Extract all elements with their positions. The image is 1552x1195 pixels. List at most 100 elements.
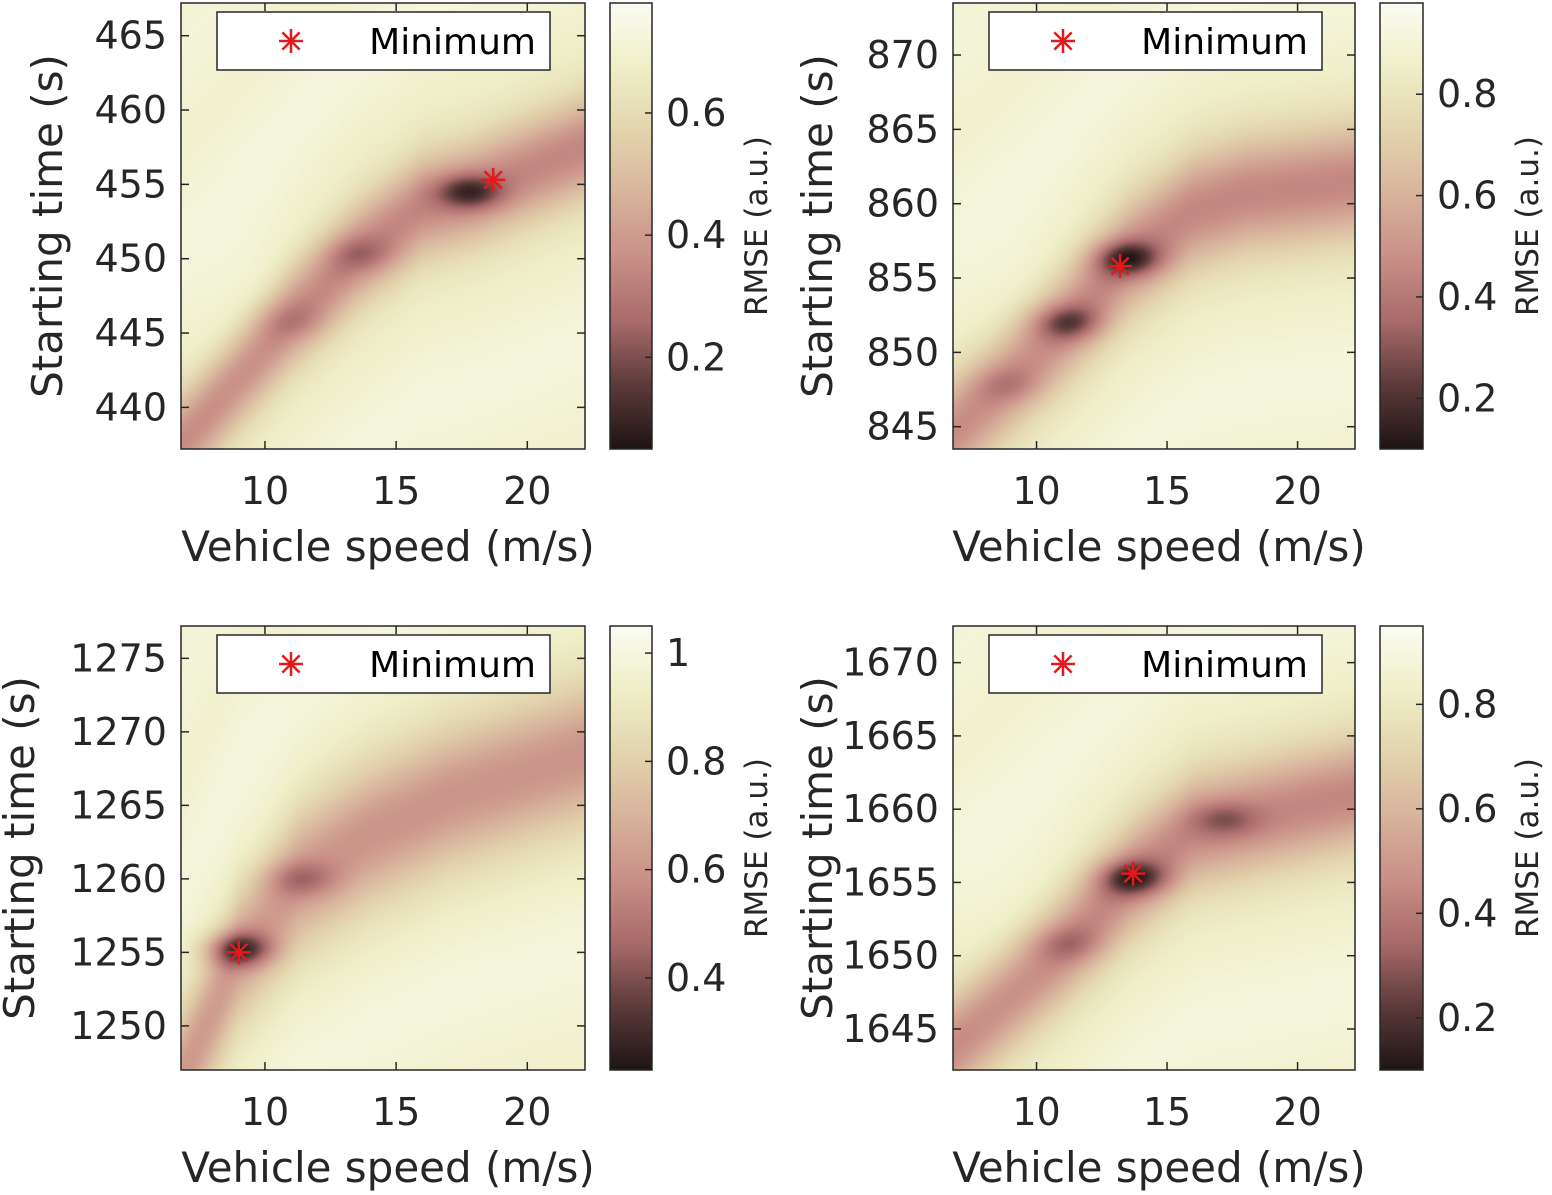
y-tick-label: 1265 bbox=[70, 783, 167, 827]
y-tick-label: 440 bbox=[94, 385, 167, 429]
y-tick-label: 445 bbox=[94, 311, 167, 355]
x-tick-label: 20 bbox=[503, 1090, 551, 1134]
y-tick-label: 1270 bbox=[70, 710, 167, 754]
minimum-marker bbox=[226, 940, 251, 965]
x-axis-label: Vehicle speed (m/s) bbox=[952, 1143, 1366, 1192]
minimum-marker bbox=[1108, 254, 1133, 279]
x-tick-label: 20 bbox=[503, 469, 551, 513]
colorbar-tick-label: 0.4 bbox=[666, 956, 726, 1000]
colorbar-gradient bbox=[609, 2, 653, 450]
legend-marker bbox=[279, 29, 303, 53]
x-axis-label: Vehicle speed (m/s) bbox=[181, 1143, 595, 1192]
colorbar-tick-label: 1 bbox=[666, 631, 690, 675]
heatmap-image bbox=[181, 3, 585, 449]
colorbar-label: RMSE (a.u.) bbox=[1510, 136, 1546, 316]
y-tick-label: 860 bbox=[866, 182, 939, 226]
y-tick-label: 460 bbox=[94, 88, 167, 132]
colorbar-tick-label: 0.4 bbox=[1437, 275, 1497, 319]
heatmap-image bbox=[181, 626, 585, 1070]
y-tick-label: 455 bbox=[94, 162, 167, 206]
x-tick-label: 10 bbox=[1012, 1090, 1060, 1134]
y-axis-label: Starting time (s) bbox=[793, 676, 842, 1020]
y-tick-label: 1655 bbox=[842, 860, 939, 904]
colorbar-tick-label: 0.6 bbox=[1437, 787, 1497, 831]
colorbar-label: RMSE (a.u.) bbox=[739, 758, 775, 938]
y-tick-label: 1255 bbox=[70, 930, 167, 974]
heatmap-image bbox=[953, 626, 1355, 1070]
y-tick-label: 1665 bbox=[842, 714, 939, 758]
legend-marker bbox=[1051, 29, 1075, 53]
x-tick-label: 10 bbox=[241, 1090, 289, 1134]
colorbar: 0.2 0.4 0.6 0.8 RMSE (a.u.) bbox=[1379, 2, 1546, 450]
y-tick-label: 1650 bbox=[842, 934, 939, 978]
axes-box bbox=[952, 625, 1356, 1071]
legend-box bbox=[216, 634, 551, 694]
x-axis-label: Vehicle speed (m/s) bbox=[181, 522, 595, 571]
y-axis-label: Starting time (s) bbox=[0, 676, 44, 1020]
legend: Minimum bbox=[216, 634, 551, 694]
legend: Minimum bbox=[216, 11, 551, 71]
colorbar-gradient bbox=[1379, 625, 1424, 1071]
x-tick-label: 15 bbox=[1143, 1090, 1191, 1134]
legend-box bbox=[988, 634, 1323, 694]
colorbar-tick-label: 0.4 bbox=[1437, 891, 1497, 935]
y-tick-label: 845 bbox=[866, 405, 939, 449]
legend-label: Minimum bbox=[369, 22, 536, 63]
x-tick-label: 15 bbox=[372, 469, 420, 513]
legend: Minimum bbox=[988, 634, 1323, 694]
colorbar-label: RMSE (a.u.) bbox=[739, 136, 775, 316]
y-tick-label: 855 bbox=[866, 256, 939, 300]
colorbar-tick-label: 0.8 bbox=[1437, 682, 1497, 726]
subplot-3: 10 15 20 1250 1255 1260 1265 1270 1275 Vehicle sp… bbox=[0, 625, 775, 1192]
legend-box bbox=[988, 11, 1323, 71]
colorbar: 0.2 0.4 0.6 RMSE (a.u.) bbox=[609, 2, 775, 450]
legend-box bbox=[216, 11, 551, 71]
x-axis-label: Vehicle speed (m/s) bbox=[952, 522, 1366, 571]
y-tick-label: 465 bbox=[94, 14, 167, 58]
legend-label: Minimum bbox=[1141, 645, 1308, 686]
y-tick-label: 1260 bbox=[70, 857, 167, 901]
legend-marker bbox=[279, 652, 303, 676]
x-tick-label: 20 bbox=[1273, 1090, 1321, 1134]
legend-label: Minimum bbox=[1141, 22, 1308, 63]
axes-box bbox=[180, 2, 586, 450]
colorbar-tick-label: 0.4 bbox=[666, 213, 726, 257]
minimum-marker bbox=[481, 167, 506, 192]
colorbar-gradient bbox=[1379, 2, 1424, 450]
subplot-4: 10 15 20 1645 1650 1655 1660 1665 1670 Vehicle sp… bbox=[793, 625, 1546, 1192]
colorbar: 0.2 0.4 0.6 0.8 RMSE (a.u.) bbox=[1379, 625, 1546, 1071]
colorbar-tick-label: 0.2 bbox=[666, 335, 726, 379]
y-tick-label: 450 bbox=[94, 237, 167, 281]
colorbar-tick-label: 0.6 bbox=[1437, 174, 1497, 218]
x-tick-label: 10 bbox=[241, 469, 289, 513]
colorbar-tick-label: 0.6 bbox=[666, 91, 726, 135]
colorbar-tick-label: 0.8 bbox=[666, 739, 726, 783]
y-tick-label: 1250 bbox=[70, 1004, 167, 1048]
subplot-2: 10 15 20 845 850 855 860 865 870 Vehicle speed (m… bbox=[793, 2, 1546, 571]
x-tick-label: 10 bbox=[1012, 469, 1060, 513]
y-axis-label: Starting time (s) bbox=[23, 54, 72, 398]
y-tick-label: 1670 bbox=[842, 641, 939, 685]
minimum-marker bbox=[1121, 861, 1146, 886]
colorbar-tick-label: 0.2 bbox=[1437, 996, 1497, 1040]
subplot-1: 10 15 20 440 445 450 455 460 465 Vehicle speed (m… bbox=[23, 2, 775, 571]
y-tick-label: 865 bbox=[866, 107, 939, 151]
x-tick-label: 15 bbox=[1143, 469, 1191, 513]
colorbar-tick-label: 0.8 bbox=[1437, 72, 1497, 116]
y-tick-label: 870 bbox=[866, 33, 939, 77]
x-tick-label: 20 bbox=[1273, 469, 1321, 513]
legend-label: Minimum bbox=[369, 645, 536, 686]
colorbar-gradient bbox=[609, 625, 653, 1071]
y-axis-label: Starting time (s) bbox=[793, 54, 842, 398]
y-tick-label: 1660 bbox=[842, 787, 939, 831]
y-tick-label: 850 bbox=[866, 330, 939, 374]
colorbar: 0.4 0.6 0.8 1 RMSE (a.u.) bbox=[609, 625, 775, 1071]
legend-marker bbox=[1051, 652, 1075, 676]
colorbar-tick-label: 0.2 bbox=[1437, 376, 1497, 420]
legend: Minimum bbox=[988, 11, 1323, 71]
heatmap-image bbox=[953, 3, 1355, 449]
axes-box bbox=[180, 625, 586, 1071]
y-tick-label: 1645 bbox=[842, 1007, 939, 1051]
colorbar-label: RMSE (a.u.) bbox=[1510, 758, 1546, 938]
